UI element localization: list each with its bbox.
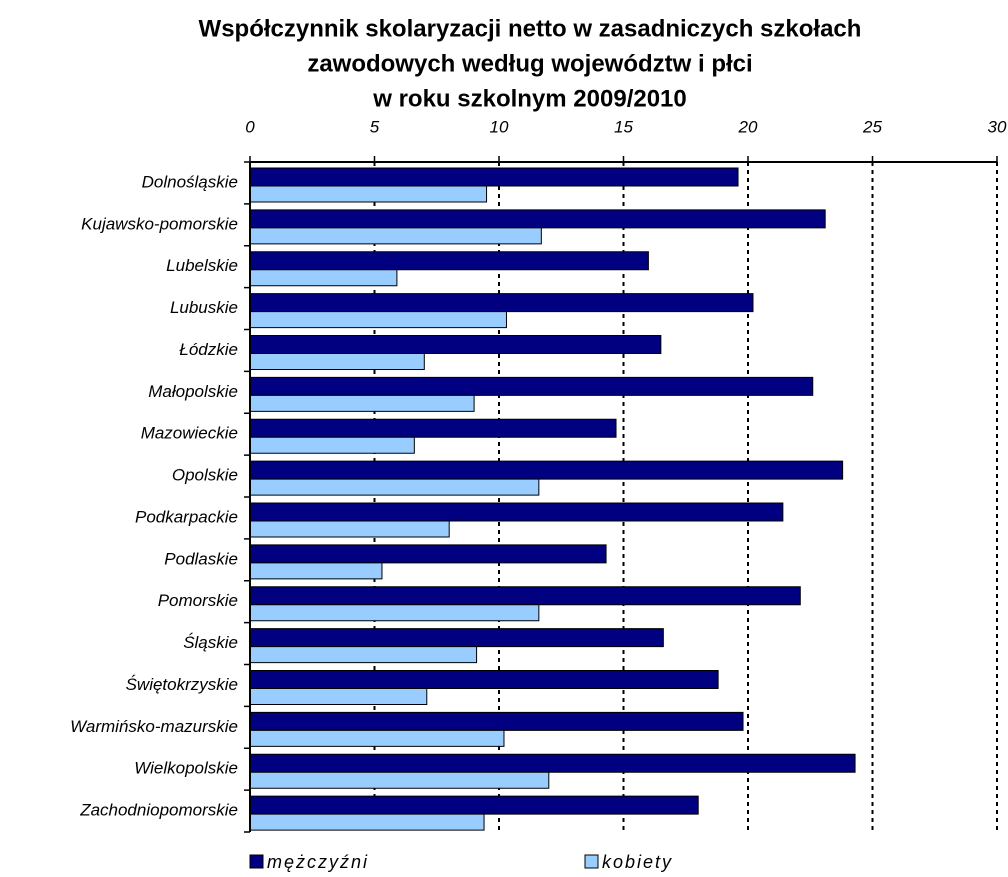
bar — [249, 520, 450, 538]
x-tick-label: 25 — [862, 117, 882, 136]
legend-swatch — [584, 854, 599, 869]
y-tick-label: Mazowieckie — [141, 424, 238, 443]
chart-title: Współczynnik skolaryzacji netto w zasadn… — [199, 15, 862, 42]
bar — [249, 478, 540, 496]
y-tick-label: Lubelskie — [166, 256, 238, 275]
x-tick-label: 15 — [614, 117, 633, 136]
y-tick-label: Kujawsko-pomorskie — [81, 214, 238, 233]
y-tick-label: Wielkopolskie — [134, 759, 238, 778]
bar — [249, 813, 485, 831]
bar — [249, 586, 801, 606]
bar — [249, 753, 856, 773]
x-tick-label: 0 — [245, 117, 255, 136]
bar — [249, 251, 649, 271]
x-tick-label: 5 — [370, 117, 380, 136]
y-tick-label: Pomorskie — [158, 591, 238, 610]
bar — [249, 502, 784, 522]
bar — [249, 376, 814, 396]
bar — [249, 335, 662, 354]
bar — [249, 729, 505, 747]
bar — [249, 227, 542, 245]
bar — [249, 688, 428, 705]
y-tick-label: Lubuskie — [170, 298, 238, 317]
legend-label: mężczyźni — [267, 852, 369, 872]
bar — [249, 436, 415, 454]
chart-title: zawodowych według województw i płci — [307, 50, 752, 77]
bar — [249, 167, 739, 187]
bar — [249, 209, 826, 229]
bar — [249, 646, 478, 664]
bar — [249, 418, 617, 438]
y-tick-label: Dolnośląskie — [142, 172, 238, 191]
bar — [249, 544, 607, 564]
x-tick-label: 10 — [490, 117, 509, 136]
y-tick-label: Podlaskie — [164, 549, 238, 568]
bar — [249, 269, 398, 287]
bar — [249, 628, 664, 648]
bar — [249, 353, 425, 370]
bar — [249, 460, 844, 480]
bar — [249, 711, 744, 731]
y-tick-label: Małopolskie — [148, 382, 238, 401]
y-tick-label: Warmińsko-mazurskie — [70, 717, 238, 736]
legend-swatch — [249, 854, 264, 869]
bar — [249, 562, 383, 580]
y-tick-label: Zachodniopomorskie — [79, 801, 238, 820]
bar — [249, 604, 540, 622]
x-tick-label: 30 — [988, 117, 1007, 136]
y-tick-label: Opolskie — [172, 466, 238, 485]
bar — [249, 771, 550, 789]
bar — [249, 795, 699, 815]
y-tick-label: Śląskie — [183, 633, 238, 652]
chart-title: w roku szkolnym 2009/2010 — [372, 85, 687, 112]
y-tick-label: Łódzkie — [179, 340, 238, 359]
bar — [249, 311, 507, 329]
y-tick-label: Podkarpackie — [135, 507, 238, 526]
legend-label: kobiety — [602, 852, 673, 872]
x-tick-label: 20 — [738, 117, 758, 136]
bar — [249, 293, 754, 313]
bar — [249, 670, 719, 689]
y-tick-label: Świętokrzyskie — [126, 675, 238, 694]
bar — [249, 394, 475, 412]
bar — [249, 185, 488, 203]
